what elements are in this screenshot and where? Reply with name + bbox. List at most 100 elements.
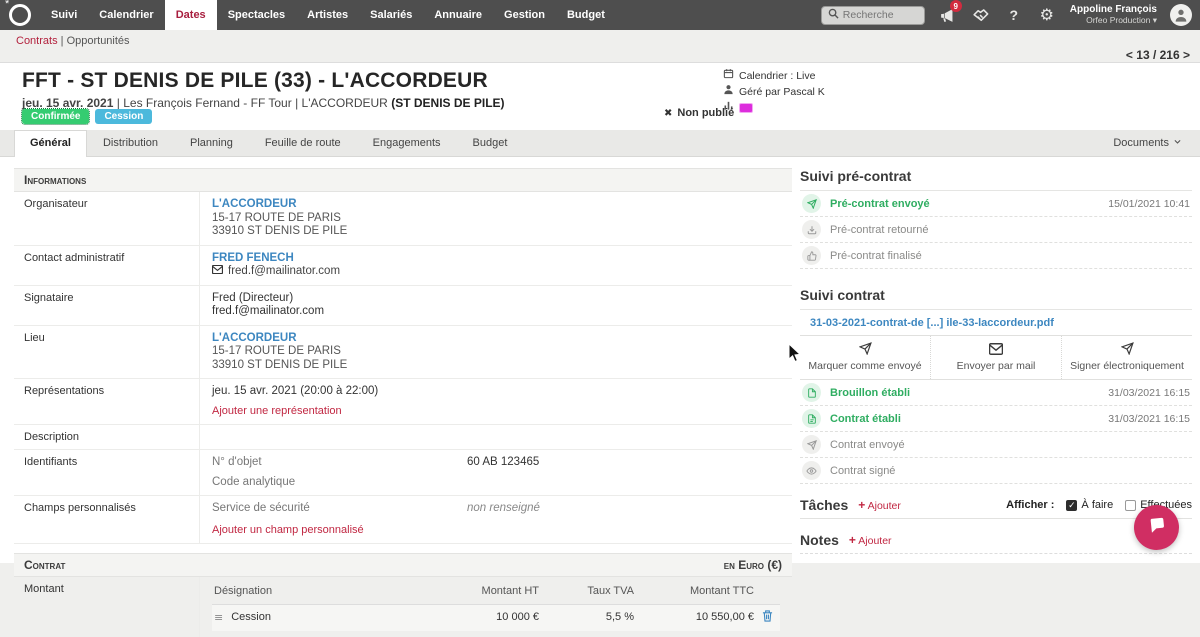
add-representation-link[interactable]: Ajouter une représentation bbox=[212, 405, 342, 419]
nav-item-salaries[interactable]: Salariés bbox=[359, 0, 423, 30]
person-icon bbox=[723, 84, 734, 100]
search-box[interactable] bbox=[821, 6, 925, 25]
tab-budget[interactable]: Budget bbox=[457, 130, 524, 156]
nav-item-budget[interactable]: Budget bbox=[556, 0, 616, 30]
taches-title: Tâches bbox=[800, 497, 848, 513]
type-badge-cession[interactable]: Cession bbox=[95, 109, 152, 124]
search-input[interactable] bbox=[843, 9, 923, 21]
breadcrumb-opportunites[interactable]: Opportunités bbox=[67, 35, 130, 47]
add-task-link[interactable]: + Ajouter bbox=[858, 498, 901, 512]
help-icon[interactable]: ? bbox=[1004, 5, 1024, 25]
lieu-link[interactable]: L'ACCORDEUR bbox=[212, 332, 297, 344]
status-flag-icon[interactable] bbox=[739, 103, 753, 113]
contact-link[interactable]: FRED FENECH bbox=[212, 252, 294, 264]
add-custom-field-link[interactable]: Ajouter un champ personnalisé bbox=[212, 524, 364, 538]
top-navigation-bar: * Suivi Calendrier Dates Spectacles Arti… bbox=[0, 0, 1200, 30]
calendar-meta-text: Calendrier : Live bbox=[739, 69, 815, 84]
pager-next-button[interactable]: > bbox=[1183, 48, 1190, 62]
send-icon bbox=[802, 194, 821, 213]
event-subtitle: jeu. 15 avr. 2021 | Les François Fernand… bbox=[22, 96, 505, 110]
status-badges: Confirmée Cession bbox=[22, 109, 152, 124]
contract-pdf-link[interactable]: 31-03-2021-contrat-de [...] ile-33-lacco… bbox=[800, 310, 1192, 335]
chat-fab-button[interactable] bbox=[1134, 505, 1179, 550]
filter-a-faire-checkbox[interactable]: ✓ À faire bbox=[1066, 499, 1113, 511]
currency-label: en Euro (€) bbox=[724, 558, 782, 572]
chevron-down-icon: ▾ bbox=[1153, 15, 1157, 25]
filter-label: Afficher : bbox=[1006, 499, 1054, 511]
informations-section-header: Informations bbox=[14, 168, 792, 192]
logo-asterisk: * bbox=[5, 0, 9, 10]
venue-city: (ST DENIS DE PILE) bbox=[391, 96, 504, 110]
row-montant: Montant Désignation Montant HT Taux TVA … bbox=[14, 577, 792, 637]
table-row-cession: ≡ Cession 10 000 € 5,5 % 10 550,00 € bbox=[212, 605, 780, 632]
nav-item-spectacles[interactable]: Spectacles bbox=[217, 0, 296, 30]
file-text-icon bbox=[802, 409, 821, 428]
topbar-right-group: 9 ? ⚙ Appoline François Orfeo Production… bbox=[821, 4, 1200, 26]
orfeo-logo[interactable]: * bbox=[0, 0, 40, 30]
nav-item-annuaire[interactable]: Annuaire bbox=[423, 0, 493, 30]
status-contrat-envoye[interactable]: Contrat envoyé bbox=[800, 432, 1192, 458]
service-securite-value: non renseigné bbox=[467, 502, 540, 516]
user-menu[interactable]: Appoline François Orfeo Production ▾ bbox=[1070, 4, 1157, 26]
add-note-link[interactable]: + Ajouter bbox=[849, 533, 892, 547]
nav-item-calendrier[interactable]: Calendrier bbox=[88, 0, 164, 30]
nav-item-suivi[interactable]: Suivi bbox=[40, 0, 88, 30]
announcements-icon[interactable]: 9 bbox=[938, 5, 958, 25]
montant-ttc-value: 10 550,00 € bbox=[634, 611, 754, 625]
pager-prev-button[interactable]: < bbox=[1126, 48, 1133, 62]
representation-date: jeu. 15 avr. 2021 (20:00 à 22:00) bbox=[212, 385, 780, 399]
tab-planning[interactable]: Planning bbox=[174, 130, 249, 156]
venue-name: L'ACCORDEUR bbox=[302, 96, 388, 110]
status-pre-contrat-finalise[interactable]: Pré-contrat finalisé bbox=[800, 243, 1192, 269]
gear-icon[interactable]: ⚙ bbox=[1037, 5, 1057, 25]
send-icon bbox=[804, 342, 926, 358]
content-card: FFT - ST DENIS DE PILE (33) - L'ACCORDEU… bbox=[0, 62, 1200, 563]
status-brouillon-etabli[interactable]: Brouillon établi 31/03/2021 16:15 bbox=[800, 380, 1192, 406]
montant-table: Désignation Montant HT Taux TVA Montant … bbox=[212, 581, 780, 631]
tab-general[interactable]: Général bbox=[14, 130, 87, 157]
nav-item-artistes[interactable]: Artistes bbox=[296, 0, 359, 30]
chat-bubble-icon bbox=[1147, 515, 1167, 540]
tab-engagements[interactable]: Engagements bbox=[357, 130, 457, 156]
status-pre-contrat-envoye[interactable]: Pré-contrat envoyé 15/01/2021 10:41 bbox=[800, 191, 1192, 217]
status-pre-contrat-retourne[interactable]: Pré-contrat retourné bbox=[800, 217, 1192, 243]
documents-dropdown[interactable]: Documents bbox=[1109, 131, 1186, 156]
status-contrat-signe[interactable]: Contrat signé bbox=[800, 458, 1192, 484]
status-badge-confirmed[interactable]: Confirmée bbox=[22, 109, 89, 124]
unchecked-checkbox-icon bbox=[1125, 500, 1136, 511]
organisateur-link[interactable]: L'ACCORDEUR bbox=[212, 198, 297, 210]
breadcrumb-contrats[interactable]: Contrats bbox=[16, 35, 58, 47]
numero-objet-value: 60 AB 123465 bbox=[467, 456, 539, 470]
contact-email: fred.f@mailinator.com bbox=[228, 265, 340, 279]
tab-distribution[interactable]: Distribution bbox=[87, 130, 174, 156]
status-date: 15/01/2021 10:41 bbox=[1108, 198, 1190, 210]
handshake-icon[interactable] bbox=[971, 5, 991, 25]
calendar-icon bbox=[723, 68, 734, 84]
mark-as-sent-button[interactable]: Marquer comme envoyé bbox=[800, 336, 931, 379]
file-icon bbox=[802, 383, 821, 402]
page-title: FFT - ST DENIS DE PILE (33) - L'ACCORDEU… bbox=[22, 69, 488, 93]
notes-title: Notes bbox=[800, 532, 839, 548]
main-nav: Suivi Calendrier Dates Spectacles Artist… bbox=[40, 0, 616, 30]
montant-ht-value: 10 000 € bbox=[429, 611, 539, 625]
suivi-pre-contrat-title: Suivi pré-contrat bbox=[800, 163, 1192, 191]
informations-panel: Informations Organisateur L'ACCORDEUR 15… bbox=[14, 168, 792, 637]
status-contrat-etabli[interactable]: Contrat établi 31/03/2021 16:15 bbox=[800, 406, 1192, 432]
suivi-contrat-title: Suivi contrat bbox=[800, 282, 1192, 310]
trash-icon[interactable] bbox=[754, 610, 780, 627]
drag-handle[interactable]: ≡ bbox=[214, 611, 223, 625]
avatar[interactable] bbox=[1170, 4, 1192, 26]
designation-value: Cession bbox=[231, 611, 271, 625]
download-icon bbox=[802, 220, 821, 239]
mail-icon bbox=[935, 343, 1057, 358]
user-org: Orfeo Production bbox=[1086, 15, 1150, 25]
tabs-bar: Général Distribution Planning Feuille de… bbox=[0, 130, 1200, 157]
sign-electronically-button[interactable]: Signer électroniquement bbox=[1062, 336, 1192, 379]
nav-item-dates[interactable]: Dates bbox=[165, 0, 217, 30]
tab-feuille-de-route[interactable]: Feuille de route bbox=[249, 130, 357, 156]
user-name: Appoline François bbox=[1070, 4, 1157, 15]
taches-header: Tâches + Ajouter Afficher : ✓ À faire Ef… bbox=[800, 497, 1192, 519]
notification-badge: 9 bbox=[950, 0, 962, 12]
nav-item-gestion[interactable]: Gestion bbox=[493, 0, 556, 30]
send-by-mail-button[interactable]: Envoyer par mail bbox=[931, 336, 1062, 379]
